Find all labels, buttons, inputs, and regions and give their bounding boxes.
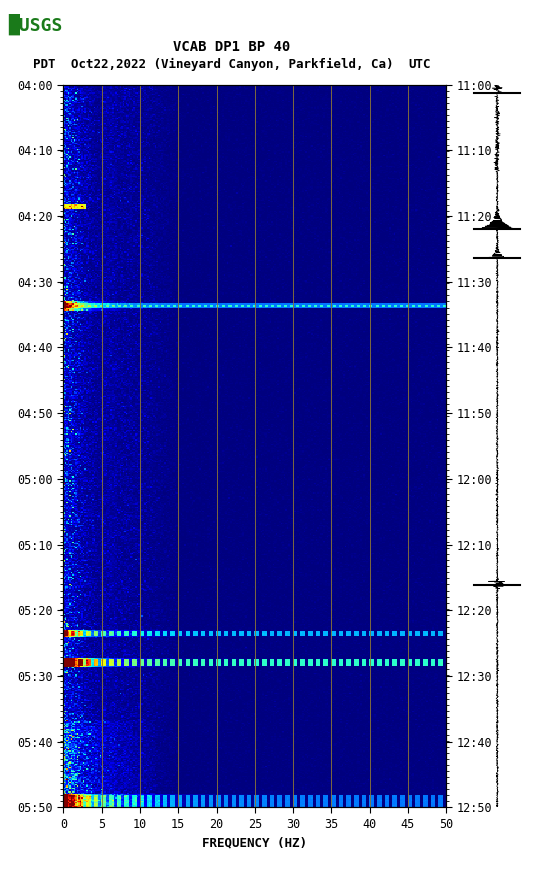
Text: PDT: PDT — [33, 58, 56, 70]
Text: UTC: UTC — [408, 58, 431, 70]
X-axis label: FREQUENCY (HZ): FREQUENCY (HZ) — [202, 836, 307, 849]
Text: Oct22,2022 (Vineyard Canyon, Parkfield, Ca): Oct22,2022 (Vineyard Canyon, Parkfield, … — [71, 58, 393, 70]
Text: VCAB DP1 BP 40: VCAB DP1 BP 40 — [173, 40, 290, 54]
Text: █USGS: █USGS — [8, 13, 63, 35]
